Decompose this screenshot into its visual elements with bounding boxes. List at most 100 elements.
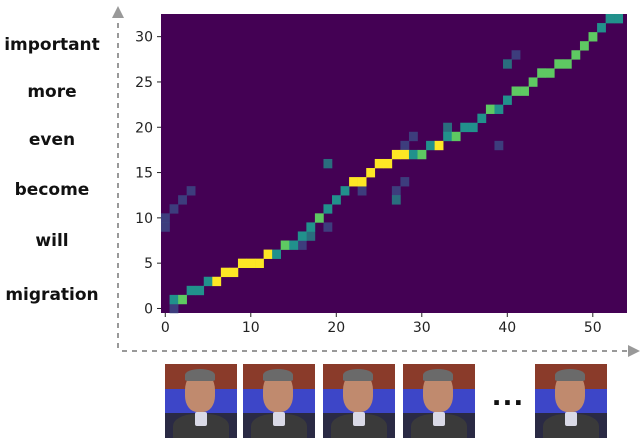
heatmap-cell	[392, 195, 401, 204]
alignment-cell	[554, 59, 563, 68]
alignment-cell	[537, 68, 546, 77]
word-will: will	[0, 231, 104, 251]
alignment-cell	[306, 222, 315, 231]
alignment-cell	[289, 241, 298, 250]
frames-ellipsis: ...	[486, 382, 530, 412]
alignment-cell	[529, 77, 538, 86]
heatmap-cell	[400, 141, 409, 150]
alignment-cell	[469, 123, 478, 132]
alignment-cell	[204, 277, 213, 286]
alignment-cell	[606, 14, 615, 23]
alignment-cell	[255, 259, 264, 268]
y-tick-label: 30	[135, 30, 153, 46]
word-migration: migration	[0, 285, 104, 305]
heatmap-cell	[298, 241, 307, 250]
alignment-cell	[272, 250, 281, 259]
alignment-cell	[195, 286, 204, 295]
alignment-cell	[323, 204, 332, 213]
heatmap-cell	[323, 222, 332, 231]
alignment-cell	[178, 295, 187, 304]
alignment-cell	[614, 14, 623, 23]
heatmap-cell	[400, 177, 409, 186]
x-tick-label: 30	[413, 320, 431, 336]
alignment-cell	[512, 86, 521, 95]
x-tick-label: 10	[242, 320, 260, 336]
y-tick-label: 25	[135, 75, 153, 91]
alignment-cell	[435, 141, 444, 150]
word-important: important	[0, 35, 104, 55]
alignment-cell	[546, 68, 555, 77]
alignment-cell	[238, 259, 247, 268]
alignment-cell	[520, 86, 529, 95]
heatmap-cell	[306, 231, 315, 240]
word-more: more	[0, 82, 104, 102]
y-tick-label: 5	[144, 256, 153, 272]
alignment-cell	[418, 150, 427, 159]
alignment-cell	[366, 168, 375, 177]
alignment-cell	[443, 132, 452, 141]
word-become: become	[0, 180, 104, 200]
heatmap-cell	[494, 141, 503, 150]
alignment-cell	[383, 159, 392, 168]
heatmap-cell	[161, 213, 170, 222]
heatmap-cell	[503, 59, 512, 68]
alignment-cell	[597, 23, 606, 32]
alignment-cell	[332, 195, 341, 204]
video-frame-thumbnail	[243, 364, 315, 438]
heatmap-cell	[161, 222, 170, 231]
heatmap-cell	[512, 50, 521, 59]
alignment-cell	[580, 41, 589, 50]
y-tick-label: 0	[144, 301, 153, 317]
y-tick-label: 15	[135, 166, 153, 182]
y-tick-label: 20	[135, 120, 153, 136]
video-frame-thumbnail	[535, 364, 607, 438]
alignment-cell	[247, 259, 256, 268]
video-frame-thumbnail	[165, 364, 237, 438]
alignment-cell	[221, 268, 230, 277]
alignment-cell	[212, 277, 221, 286]
alignment-cell	[341, 186, 350, 195]
alignment-cell	[460, 123, 469, 132]
video-frame-thumbnail	[323, 364, 395, 438]
x-tick-label: 0	[161, 320, 170, 336]
alignment-cell	[349, 177, 358, 186]
heatmap-cell	[358, 186, 367, 195]
heatmap-cell	[392, 186, 401, 195]
alignment-cell	[409, 150, 418, 159]
alignment-cell	[589, 32, 598, 41]
alignment-cell	[281, 241, 290, 250]
heatmap-cell	[187, 186, 196, 195]
alignment-cell	[375, 159, 384, 168]
alignment-cell	[563, 59, 572, 68]
alignment-cell	[315, 213, 324, 222]
y-tick-label: 10	[135, 211, 153, 227]
text-axis-arrowhead	[112, 6, 124, 18]
alignment-cell	[264, 250, 273, 259]
alignment-cell	[400, 150, 409, 159]
alignment-cell	[187, 286, 196, 295]
x-tick-label: 40	[498, 320, 516, 336]
alignment-cell	[503, 96, 512, 105]
heatmap-cell	[409, 132, 418, 141]
alignment-cell	[571, 50, 580, 59]
alignment-cell	[477, 114, 486, 123]
x-tick-label: 20	[327, 320, 345, 336]
word-even: even	[0, 130, 104, 150]
alignment-cell	[452, 132, 461, 141]
heatmap-cell	[170, 304, 179, 313]
x-tick-label: 50	[584, 320, 602, 336]
heatmap-cell	[178, 195, 187, 204]
alignment-cell	[486, 105, 495, 114]
alignment-cell	[298, 231, 307, 240]
alignment-cell	[358, 177, 367, 186]
alignment-cell	[426, 141, 435, 150]
heatmap-cell	[443, 123, 452, 132]
heatmap-cell	[170, 204, 179, 213]
video-axis-arrowhead	[628, 345, 640, 357]
alignment-cell	[229, 268, 238, 277]
heatmap-cell	[323, 159, 332, 168]
video-frame-thumbnail	[403, 364, 475, 438]
alignment-cell	[170, 295, 179, 304]
alignment-cell	[392, 150, 401, 159]
